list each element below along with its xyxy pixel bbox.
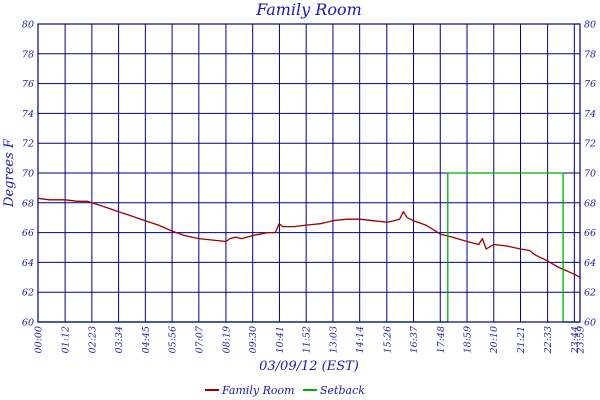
x-tick-label: 01:12 [61, 326, 72, 353]
x-tick-label: 11:52 [302, 326, 313, 353]
x-tick-label: 05:56 [168, 326, 179, 353]
x-tick-label: 03:34 [114, 326, 125, 353]
x-tick-label: 17:48 [436, 326, 447, 353]
x-tick-label: 21:21 [516, 326, 527, 354]
y-tick-label-right: 74 [584, 109, 596, 120]
y-tick-label-left: 78 [22, 49, 34, 60]
x-tick-label: 14:14 [355, 326, 366, 353]
y-axis-title: Degrees F [2, 138, 17, 208]
x-tick-label: 04:45 [141, 326, 152, 353]
x-tick-label: 18:59 [463, 326, 474, 353]
x-tick-label: 02:23 [87, 326, 98, 353]
y-tick-label-left: 64 [22, 258, 34, 269]
y-tick-label-right: 80 [584, 20, 596, 31]
x-tick-label: 10:41 [275, 326, 286, 353]
y-tick-label-right: 64 [584, 258, 596, 269]
legend-label: Setback [320, 384, 365, 397]
y-tick-label-right: 78 [584, 49, 596, 60]
y-tick-label-right: 66 [584, 228, 596, 239]
legend-label: Family Room [221, 384, 295, 397]
x-tick-label: 13:03 [328, 326, 339, 353]
y-tick-label-left: 80 [22, 20, 34, 31]
x-tick-label: 00:00 [34, 326, 45, 353]
legend: Family Room Setback [205, 384, 365, 397]
x-tick-label: 07:07 [194, 325, 205, 353]
x-tick-label: 23:59 [576, 326, 587, 354]
x-tick-label: 08:19 [221, 326, 232, 353]
y-tick-label-left: 62 [22, 288, 34, 299]
y-tick-label-right: 72 [584, 139, 596, 150]
y-tick-label-left: 68 [22, 198, 34, 209]
x-tick-label: 16:37 [409, 325, 420, 353]
x-tick-label: 20:10 [489, 326, 500, 354]
y-tick-labels-left: 60 62 64 66 68 70 72 74 76 78 80 [22, 20, 34, 329]
y-tick-label-right: 60 [584, 318, 596, 329]
series-layer [37, 172, 581, 323]
x-tick-labels: 00:00 01:12 02:23 03:34 04:45 05:56 07:07 08:19… [34, 325, 587, 354]
x-tick-label: 15:26 [382, 326, 393, 353]
y-tick-label-left: 74 [22, 109, 34, 120]
y-tick-label-left: 76 [22, 79, 34, 90]
y-tick-label-right: 70 [584, 169, 596, 180]
series-line-setback [38, 172, 580, 323]
x-tick-label: 09:30 [248, 326, 259, 353]
y-tick-label-left: 60 [22, 318, 34, 329]
y-tick-label-right: 76 [584, 79, 596, 90]
y-tick-label-left: 70 [22, 169, 34, 180]
y-tick-labels-right: 60 62 64 66 68 70 72 74 76 78 80 [584, 20, 596, 329]
x-tick-label: 23:44 [570, 326, 581, 354]
x-tick-label: 22:33 [543, 326, 554, 354]
y-tick-label-right: 68 [584, 198, 596, 209]
chart-title: Family Room [255, 0, 362, 19]
plot-border [37, 23, 581, 323]
y-tick-label-left: 66 [22, 228, 34, 239]
y-tick-label-left: 72 [22, 139, 34, 150]
y-tick-label-right: 62 [584, 288, 596, 299]
x-axis-title: 03/09/12 (EST) [259, 359, 359, 374]
series-line-family-room [37, 197, 581, 278]
plot-frame [37, 23, 581, 323]
